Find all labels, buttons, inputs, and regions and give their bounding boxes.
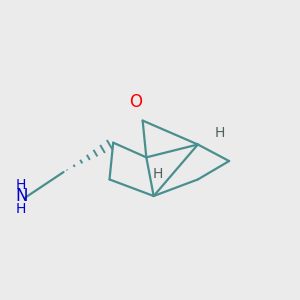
Text: O: O [129, 93, 142, 111]
Text: H: H [16, 202, 26, 216]
Text: H: H [16, 178, 26, 192]
Text: H: H [152, 167, 163, 181]
Text: H: H [215, 126, 225, 140]
Text: N: N [15, 187, 27, 205]
